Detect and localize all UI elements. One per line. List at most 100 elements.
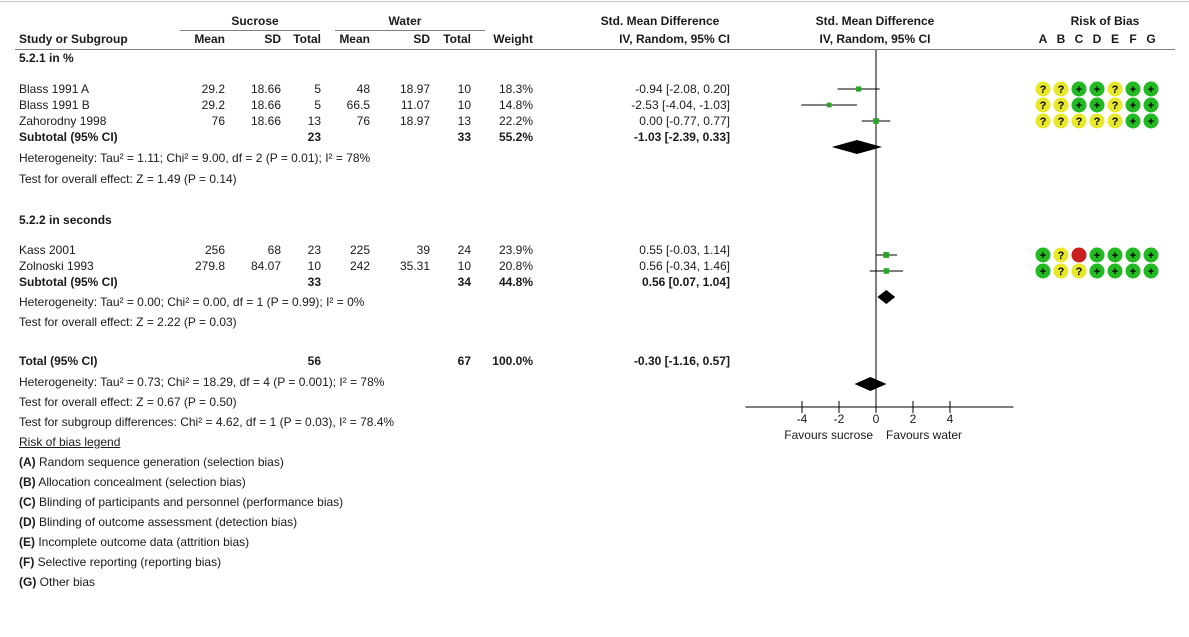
rob-judgement-symbol: + — [1130, 266, 1136, 278]
n1-cell: 23 — [307, 243, 321, 257]
mean1-cell: 29.2 — [201, 98, 225, 112]
mean1-cell: 76 — [211, 114, 225, 128]
mean1-cell: 279.8 — [194, 259, 225, 273]
mean1-cell: 29.2 — [201, 82, 225, 96]
n2-cell: 10 — [457, 82, 471, 96]
rob-judgement-symbol: ? — [1058, 266, 1065, 278]
study-name: Kass 2001 — [19, 243, 76, 257]
sd2-cell: 18.97 — [399, 114, 430, 128]
sd2-cell: 35.31 — [399, 259, 430, 273]
rob-judgement-symbol: + — [1130, 84, 1136, 96]
rob-judgement-circle — [1125, 97, 1141, 113]
pooled-diamond — [831, 140, 883, 154]
overall-effect-text: Test for overall effect: Z = 2.22 (P = 0… — [19, 315, 237, 329]
mean2-cell: 76 — [356, 114, 370, 128]
rob-letter-f: F — [1129, 32, 1137, 46]
n2-cell: 24 — [457, 243, 471, 257]
rob-judgement-symbol: + — [1040, 250, 1046, 262]
header-sd2: SD — [413, 32, 430, 46]
legend-item: (C) Blinding of participants and personn… — [19, 495, 343, 510]
legend-item: (F) Selective reporting (reporting bias) — [19, 555, 221, 570]
rob-judgement-circle — [1089, 263, 1105, 279]
rob-judgement-symbol: + — [1094, 266, 1100, 278]
legend-item: (B) Allocation concealment (selection bi… — [19, 475, 246, 490]
rob-judgement-circle — [1071, 263, 1087, 279]
legend-item: (A) Random sequence generation (selectio… — [19, 455, 284, 470]
rob-judgement-circle — [1071, 81, 1087, 97]
subtotal-weight: 55.2% — [498, 130, 533, 144]
legend-key: (C) — [19, 495, 36, 509]
rob-judgement-symbol: + — [1076, 100, 1082, 112]
group1-rule — [180, 30, 320, 31]
rob-judgement-symbol: + — [1148, 84, 1154, 96]
rob-judgement-symbol: ? — [1058, 100, 1065, 112]
sd1-cell: 18.66 — [250, 82, 281, 96]
rob-judgement-circle — [1089, 97, 1105, 113]
rob-judgement-symbol: + — [1112, 266, 1118, 278]
subgroup-title: 5.2.2 in seconds — [19, 213, 112, 227]
study-marker — [856, 86, 862, 92]
total-n2: 67 — [457, 354, 471, 368]
total-weight: 100.0% — [492, 354, 533, 368]
legend-item: (E) Incomplete outcome data (attrition b… — [19, 535, 249, 550]
sd1-cell: 18.66 — [250, 114, 281, 128]
subtotal-n2: 34 — [457, 275, 471, 289]
rob-judgement-circle — [1053, 247, 1069, 263]
legend-item: (D) Blinding of outcome assessment (dete… — [19, 515, 297, 530]
rob-judgement-symbol: + — [1130, 100, 1136, 112]
rob-letter-g: G — [1146, 32, 1156, 46]
header-total1: Total — [293, 32, 321, 46]
rob-judgement-symbol: ? — [1040, 100, 1047, 112]
x-tick-label: 0 — [873, 412, 880, 426]
rob-judgement-symbol: + — [1148, 250, 1154, 262]
n2-cell: 13 — [457, 114, 471, 128]
mean2-cell: 225 — [349, 243, 370, 257]
weight-cell: 18.3% — [498, 82, 533, 96]
header-mean2: Mean — [339, 32, 370, 46]
sd2-cell: 11.07 — [400, 98, 430, 112]
n1-cell: 5 — [314, 82, 321, 96]
ci-cell: 0.55 [-0.03, 1.14] — [639, 243, 730, 257]
weight-cell: 23.9% — [498, 243, 533, 257]
rob-judgement-circle — [1035, 263, 1051, 279]
subgroup-difference-text: Test for subgroup differences: Chi² = 4.… — [19, 415, 395, 429]
rob-judgement-circle — [1035, 247, 1051, 263]
total-label: Total (95% CI) — [19, 354, 98, 368]
header-rob-title: Risk of Bias — [1070, 14, 1140, 28]
header-sd1: SD — [264, 32, 281, 46]
n1-cell: 10 — [307, 259, 321, 273]
n2-cell: 10 — [457, 98, 471, 112]
rob-judgement-symbol: + — [1148, 100, 1154, 112]
rob-judgement-circle — [1125, 113, 1141, 129]
rob-judgement-circle — [1143, 247, 1159, 263]
subgroup-title: 5.2.1 in % — [19, 51, 74, 65]
legend-title: Risk of bias legend — [19, 435, 121, 449]
rob-judgement-circle — [1035, 81, 1051, 97]
overall-effect-text: Test for overall effect: Z = 1.49 (P = 0… — [19, 172, 237, 186]
sd2-cell: 18.97 — [399, 82, 430, 96]
n1-cell: 13 — [307, 114, 321, 128]
legend-text: Blinding of participants and personnel (… — [35, 495, 344, 509]
rob-judgement-circle — [1053, 81, 1069, 97]
rob-judgement-circle — [1071, 97, 1087, 113]
rob-judgement-symbol: + — [1148, 116, 1154, 128]
legend-key: (B) — [19, 475, 36, 489]
rob-judgement-circle — [1053, 263, 1069, 279]
rob-judgement-symbol: + — [1148, 266, 1154, 278]
rob-judgement-circle — [1143, 81, 1159, 97]
x-tick-label: 4 — [947, 412, 954, 426]
rob-judgement-circle — [1089, 247, 1105, 263]
rob-judgement-symbol: ? — [1040, 116, 1047, 128]
legend-key: (D) — [19, 515, 36, 529]
rob-judgement-symbol: + — [1094, 84, 1100, 96]
study-name: Zolnoski 1993 — [19, 259, 94, 273]
rob-judgement-circle — [1053, 113, 1069, 129]
header-top-rule — [0, 1, 1189, 2]
rob-judgement-symbol: ? — [1076, 266, 1083, 278]
study-name: Zahorodny 1998 — [19, 114, 107, 128]
ci-cell: 0.56 [-0.34, 1.46] — [639, 259, 730, 273]
rob-judgement-circle — [1089, 81, 1105, 97]
rob-judgement-circle — [1143, 113, 1159, 129]
